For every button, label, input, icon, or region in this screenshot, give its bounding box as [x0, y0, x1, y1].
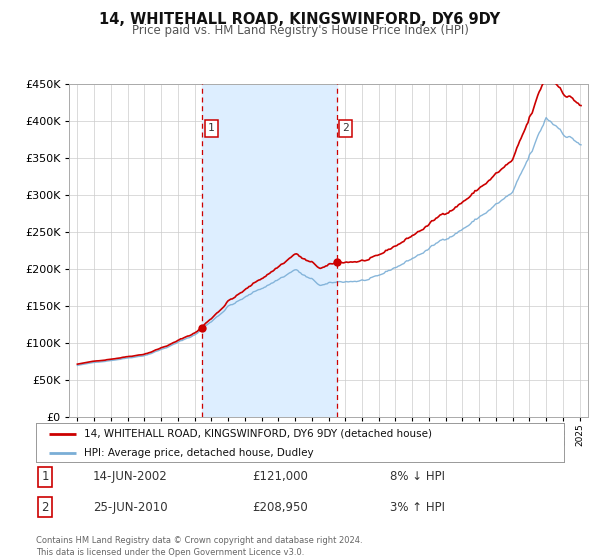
Text: £208,950: £208,950 — [252, 501, 308, 514]
Text: HPI: Average price, detached house, Dudley: HPI: Average price, detached house, Dudl… — [83, 449, 313, 459]
Text: 8% ↓ HPI: 8% ↓ HPI — [390, 470, 445, 483]
Text: 14, WHITEHALL ROAD, KINGSWINFORD, DY6 9DY (detached house): 14, WHITEHALL ROAD, KINGSWINFORD, DY6 9D… — [83, 429, 431, 439]
Text: Contains HM Land Registry data © Crown copyright and database right 2024.
This d: Contains HM Land Registry data © Crown c… — [36, 536, 362, 557]
Text: 25-JUN-2010: 25-JUN-2010 — [93, 501, 167, 514]
Text: 14, WHITEHALL ROAD, KINGSWINFORD, DY6 9DY: 14, WHITEHALL ROAD, KINGSWINFORD, DY6 9D… — [100, 12, 500, 27]
Text: 2: 2 — [41, 501, 49, 514]
Bar — [202, 84, 337, 417]
Text: 14-JUN-2002: 14-JUN-2002 — [93, 470, 168, 483]
Text: 1: 1 — [208, 123, 215, 133]
Text: 2: 2 — [343, 123, 349, 133]
Text: 1: 1 — [41, 470, 49, 483]
Text: 3% ↑ HPI: 3% ↑ HPI — [390, 501, 445, 514]
Text: £121,000: £121,000 — [252, 470, 308, 483]
Text: Price paid vs. HM Land Registry's House Price Index (HPI): Price paid vs. HM Land Registry's House … — [131, 24, 469, 37]
